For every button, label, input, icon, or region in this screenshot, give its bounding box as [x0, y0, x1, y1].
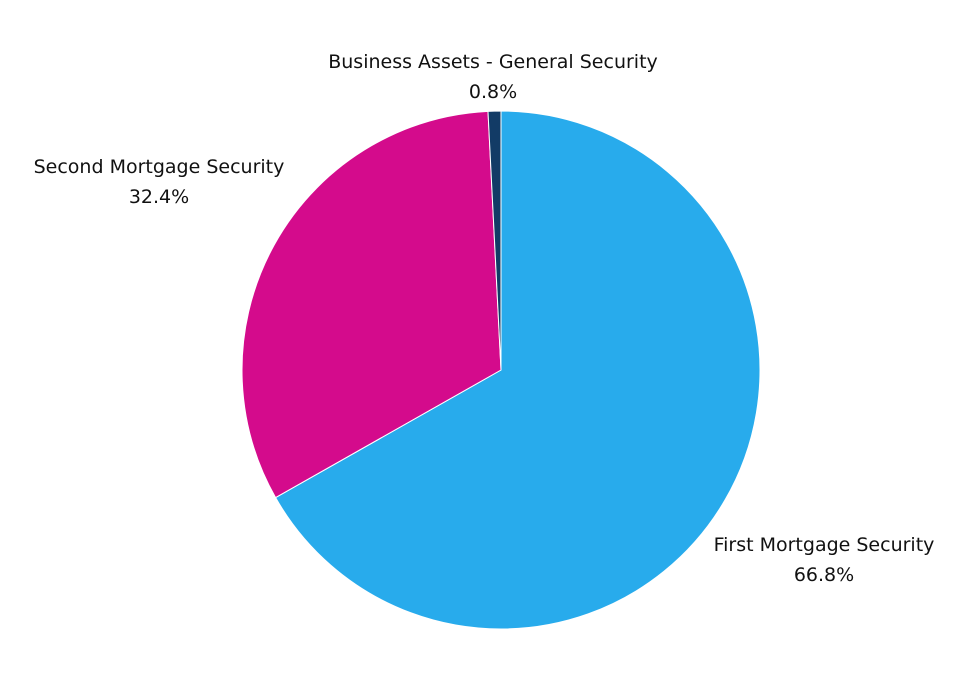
pie-slice-first-mortgage-security: [274, 110, 761, 630]
slice-label-business-assets: Business Assets - General Security 0.8%: [328, 51, 658, 103]
slice-label-second-mortgage-value: 32.4%: [129, 186, 189, 208]
pie-slice-second-mortgage-security: [241, 110, 502, 499]
slice-label-second-mortgage: Second Mortgage Security 32.4%: [34, 156, 285, 208]
slice-label-first-mortgage-value: 66.8%: [794, 564, 854, 586]
slice-label-business-assets-name: Business Assets - General Security: [328, 51, 658, 73]
slice-label-first-mortgage-name: First Mortgage Security: [714, 534, 935, 556]
pie-slices: [241, 110, 761, 630]
slice-label-second-mortgage-name: Second Mortgage Security: [34, 156, 285, 178]
slice-label-first-mortgage: First Mortgage Security 66.8%: [714, 534, 935, 586]
slice-label-business-assets-value: 0.8%: [469, 81, 517, 103]
pie-slice-business-assets-general-security: [487, 110, 502, 371]
